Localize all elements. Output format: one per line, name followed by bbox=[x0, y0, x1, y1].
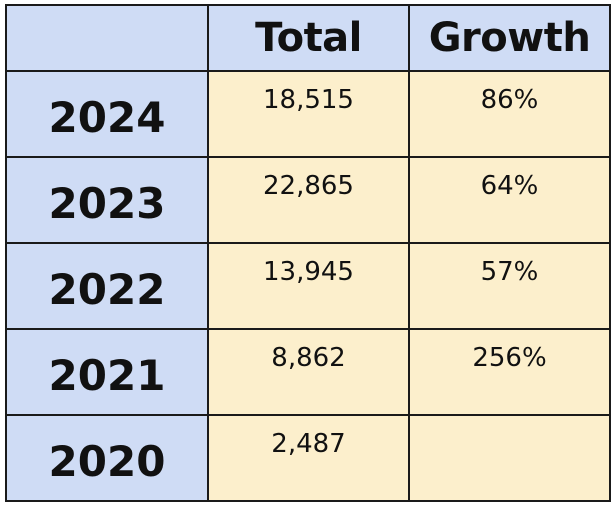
table-row: 2020 2,487 bbox=[5, 414, 611, 502]
row-header-year: 2024 bbox=[5, 70, 209, 158]
table-row: 2021 8,862 256% bbox=[5, 328, 611, 416]
growth-value: 64% bbox=[480, 171, 539, 201]
growth-value: 256% bbox=[472, 343, 547, 373]
row-header-year: 2023 bbox=[5, 156, 209, 244]
row-header-year: 2020 bbox=[5, 414, 209, 502]
total-cell: 2,487 bbox=[207, 414, 410, 502]
column-header-growth: Growth bbox=[408, 4, 611, 72]
row-header-year: 2021 bbox=[5, 328, 209, 416]
data-table: Total Growth 2024 18,515 86% 2023 22,865… bbox=[5, 4, 611, 502]
growth-cell bbox=[408, 414, 611, 502]
total-cell: 8,862 bbox=[207, 328, 410, 416]
table-row: 2022 13,945 57% bbox=[5, 242, 611, 330]
total-value: 2,487 bbox=[271, 429, 346, 459]
corner-header bbox=[5, 4, 209, 72]
growth-value: 86% bbox=[480, 85, 539, 115]
growth-value: 57% bbox=[480, 257, 539, 287]
total-value: 13,945 bbox=[263, 257, 354, 287]
data-table-container: Total Growth 2024 18,515 86% 2023 22,865… bbox=[5, 4, 611, 502]
header-row: Total Growth bbox=[5, 4, 611, 72]
total-value: 18,515 bbox=[263, 85, 354, 115]
table-row: 2024 18,515 86% bbox=[5, 70, 611, 158]
column-header-total: Total bbox=[207, 4, 410, 72]
growth-cell: 86% bbox=[408, 70, 611, 158]
growth-cell: 256% bbox=[408, 328, 611, 416]
total-cell: 18,515 bbox=[207, 70, 410, 158]
total-value: 8,862 bbox=[271, 343, 346, 373]
table-row: 2023 22,865 64% bbox=[5, 156, 611, 244]
total-value: 22,865 bbox=[263, 171, 354, 201]
growth-cell: 57% bbox=[408, 242, 611, 330]
total-cell: 13,945 bbox=[207, 242, 410, 330]
row-header-year: 2022 bbox=[5, 242, 209, 330]
total-cell: 22,865 bbox=[207, 156, 410, 244]
growth-cell: 64% bbox=[408, 156, 611, 244]
